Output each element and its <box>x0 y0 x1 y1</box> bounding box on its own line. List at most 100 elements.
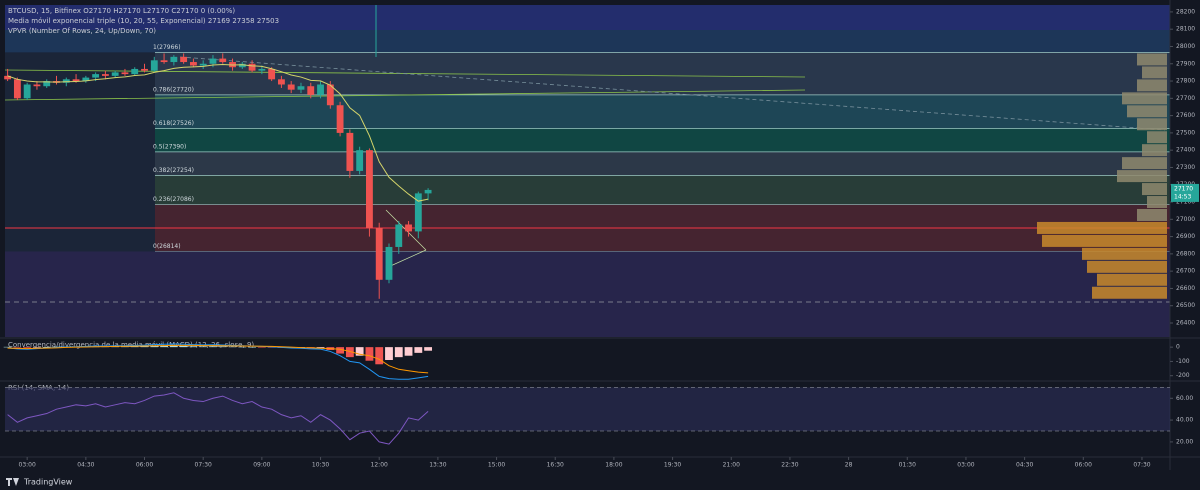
band <box>5 251 1170 337</box>
x-tick-label: 10:30 <box>312 462 329 469</box>
candle-body <box>121 72 129 75</box>
fib-label: 0.5(27390) <box>153 143 186 150</box>
macd-histogram <box>130 346 139 348</box>
y-tick-label: 27800 <box>1176 78 1195 85</box>
fib-label: 0.618(27526) <box>153 120 194 127</box>
macd-histogram <box>228 346 237 348</box>
candle-body <box>4 75 12 80</box>
volume-row <box>1142 66 1167 79</box>
volume-row <box>1037 221 1167 234</box>
x-tick-label: 15:00 <box>488 462 505 469</box>
macd-histogram <box>160 345 168 348</box>
fib-band <box>155 175 1170 205</box>
candle-body <box>424 189 432 194</box>
volume-row <box>1082 247 1167 260</box>
macd-histogram <box>238 346 247 348</box>
macd-histogram <box>267 347 276 348</box>
candle-body <box>268 68 276 80</box>
y-tick-label: 27100 <box>1176 199 1195 206</box>
symbol-info: BTCUSD, 15, Bitfinex O27170 H27170 L2717… <box>8 7 235 15</box>
y-tick-label: 28000 <box>1176 43 1195 50</box>
candle-body <box>326 84 334 106</box>
macd-histogram <box>121 346 129 348</box>
volume-row <box>1117 170 1167 183</box>
candle-body <box>62 79 70 83</box>
macd-histogram <box>3 346 12 348</box>
x-tick-label: 06:00 <box>136 462 153 469</box>
volume-row <box>1137 53 1167 66</box>
macd-histogram <box>394 347 403 358</box>
fib-label: 1(27966) <box>153 44 181 51</box>
volume-row <box>1122 92 1167 105</box>
candle-body <box>180 56 188 63</box>
candle-body <box>238 63 246 68</box>
candle-body <box>170 56 178 63</box>
macd-histogram <box>375 347 384 365</box>
x-tick-label: 21:00 <box>723 462 740 469</box>
x-tick-label: 28 <box>845 462 853 469</box>
band <box>5 30 1170 53</box>
candle-body <box>287 84 295 90</box>
candle-body <box>258 68 266 71</box>
y-tick-label: -100 <box>1176 358 1190 365</box>
fib-band <box>155 52 1170 95</box>
fib-label: 0(26814) <box>153 243 181 250</box>
trend-line <box>4 89 806 101</box>
macd-histogram <box>209 346 217 348</box>
x-tick-label: 12:00 <box>371 462 388 469</box>
candle-body <box>395 224 403 247</box>
y-tick-label: 27600 <box>1176 112 1195 119</box>
candle-body <box>131 68 139 75</box>
footer-brand: TradingView <box>23 478 73 487</box>
candle-body <box>189 62 197 66</box>
candle-body <box>23 84 31 99</box>
macd-histogram <box>150 346 159 348</box>
x-tick-label: 18:00 <box>605 462 622 469</box>
macd-histogram <box>33 347 41 348</box>
macd-histogram <box>42 347 51 348</box>
macd-histogram <box>345 347 354 358</box>
x-tick-label: 07:30 <box>195 462 212 469</box>
candle-body <box>82 77 90 82</box>
candle-body <box>92 74 100 78</box>
vpvr-info: VPVR (Number Of Rows, 24, Up/Down, 70) <box>8 27 156 35</box>
x-tick-label: 04:30 <box>77 462 94 469</box>
candle-body <box>150 60 158 71</box>
band <box>5 5 1170 30</box>
volume-row <box>1137 79 1167 92</box>
y-tick-label: 27700 <box>1176 95 1195 102</box>
fib-band <box>155 94 1170 129</box>
fib-label: 0.786(27720) <box>153 86 194 93</box>
volume-row <box>1147 131 1167 144</box>
y-tick-label: 26800 <box>1176 250 1195 257</box>
candle-body <box>72 79 80 82</box>
dashed-trend <box>179 56 1166 131</box>
volume-row <box>1042 234 1167 247</box>
candle-body <box>219 58 227 63</box>
macd-histogram <box>424 347 433 351</box>
y-tick-label: 26500 <box>1176 302 1195 309</box>
candle-body <box>13 79 21 99</box>
macd-histogram <box>316 347 325 348</box>
fib-label: 0.382(27254) <box>153 167 194 174</box>
macd-histogram <box>13 347 22 348</box>
candle-body <box>317 84 324 95</box>
candle-body <box>297 86 305 90</box>
last-price-box <box>1171 183 1199 202</box>
volume-row <box>1122 157 1167 170</box>
fib-band <box>155 151 1170 176</box>
volume-row <box>1092 286 1167 299</box>
x-tick-label: 01:30 <box>899 462 916 469</box>
candle-body <box>101 74 109 76</box>
candle-body <box>346 132 354 171</box>
volume-row <box>1127 105 1167 118</box>
y-tick-label: 27300 <box>1176 164 1195 171</box>
x-tick-label: 09:00 <box>253 462 270 469</box>
volume-row <box>1137 118 1167 131</box>
macd-histogram <box>169 345 178 348</box>
volume-row <box>1147 196 1167 209</box>
y-tick-label: 60.00 <box>1176 395 1193 402</box>
macd-histogram <box>365 347 374 361</box>
signal-line <box>7 344 429 374</box>
candle-body <box>141 68 148 71</box>
